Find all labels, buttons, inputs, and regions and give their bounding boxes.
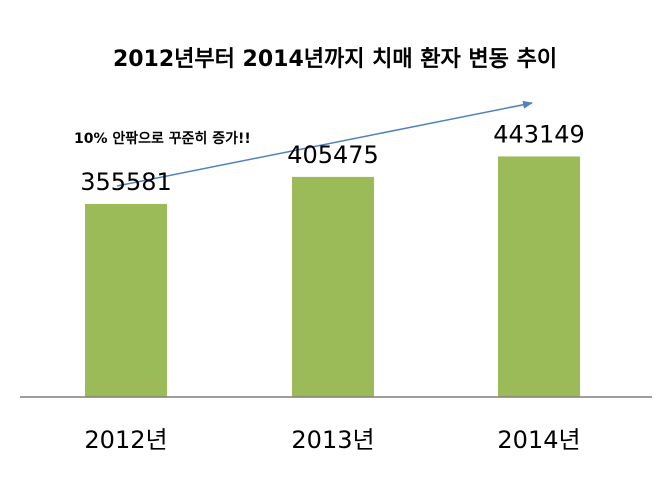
trend-arrow bbox=[116, 100, 533, 187]
data-labels-group: 355581 405475 443149 bbox=[80, 120, 585, 196]
trend-annotation: 10% 안팎으로 꾸준히 증가!! bbox=[74, 130, 251, 147]
x-tick-label-2014년: 2014년 bbox=[497, 426, 580, 454]
data-label-2014년: 443149 bbox=[493, 120, 585, 148]
x-tick-label-2013년: 2013년 bbox=[291, 426, 374, 454]
bar-2014년 bbox=[498, 156, 580, 397]
chart-title: 2012년부터 2014년까지 치매 환자 변동 추이 bbox=[113, 47, 557, 72]
bar-2013년 bbox=[292, 176, 374, 397]
bar-2012년 bbox=[85, 203, 167, 397]
data-label-2013년: 405475 bbox=[287, 141, 379, 169]
x-tick-label-2012년: 2012년 bbox=[84, 426, 167, 454]
x-axis-tick-labels: 2012년 2013년 2014년 bbox=[84, 426, 580, 454]
bars-group bbox=[85, 156, 580, 397]
data-label-2012년: 355581 bbox=[80, 168, 172, 196]
